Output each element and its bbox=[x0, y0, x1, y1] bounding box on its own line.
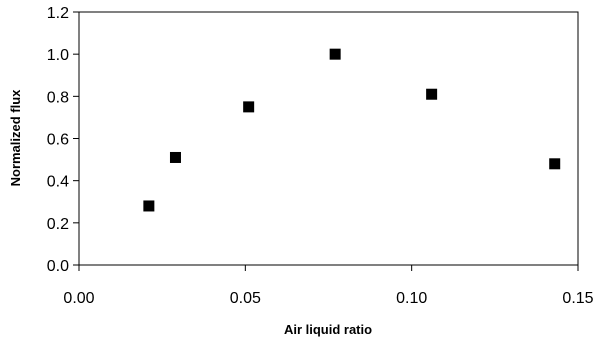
y-tick-label: 0.8 bbox=[47, 89, 69, 106]
data-point bbox=[243, 101, 255, 113]
y-axis-title: Normalized flux bbox=[8, 89, 23, 187]
y-axis: 0.0 0.2 0.4 0.6 0.8 1.0 1.2 bbox=[47, 5, 79, 275]
data-point bbox=[426, 88, 438, 100]
x-axis: 0.00 0.05 0.10 0.15 bbox=[63, 265, 594, 307]
y-tick-label: 0.0 bbox=[47, 258, 69, 275]
x-axis-title: Air liquid ratio bbox=[284, 322, 372, 337]
y-tick-label: 1.2 bbox=[47, 5, 69, 22]
data-points bbox=[143, 48, 561, 212]
plot-area bbox=[78, 11, 579, 266]
x-tick-label: 0.00 bbox=[63, 290, 94, 307]
y-tick-label: 0.2 bbox=[47, 216, 69, 233]
x-tick-label: 0.05 bbox=[230, 290, 261, 307]
data-point bbox=[143, 200, 155, 212]
data-point bbox=[169, 151, 181, 163]
data-point bbox=[329, 48, 341, 60]
data-point bbox=[549, 158, 561, 170]
y-tick-label: 0.4 bbox=[47, 174, 69, 191]
y-tick-label: 1.0 bbox=[47, 47, 69, 64]
x-tick-label: 0.15 bbox=[562, 290, 593, 307]
x-tick-label: 0.10 bbox=[396, 290, 427, 307]
y-tick-label: 0.6 bbox=[47, 132, 69, 149]
